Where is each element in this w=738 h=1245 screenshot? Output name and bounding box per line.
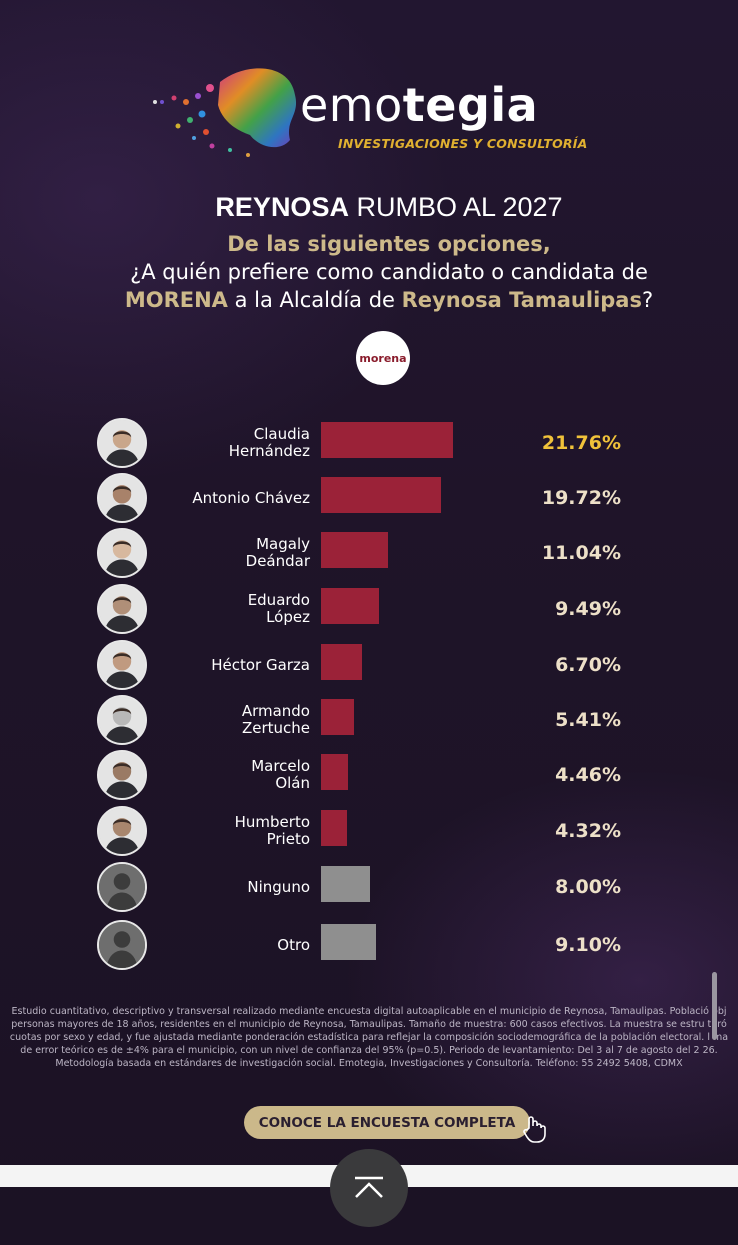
- brand-tagline: INVESTIGACIONES Y CONSULTORÍA: [338, 136, 588, 151]
- bar: [321, 754, 349, 790]
- bar-label: Magaly Deándar: [245, 535, 310, 570]
- candidate-photo: [97, 750, 147, 800]
- bar-label: Otro: [277, 935, 310, 954]
- candidate-photo: [97, 473, 147, 523]
- bar-label: Armando Zertuche: [241, 702, 310, 737]
- data-label: 6.70%: [555, 654, 621, 676]
- chart-row: Claudia Hernández 21.76%: [0, 418, 738, 468]
- bar: [321, 588, 379, 624]
- methodology-footnote: Estudio cuantitativo, descriptivo y tran…: [0, 1005, 738, 1070]
- candidate-photo: [97, 640, 147, 690]
- candidate-photo: [97, 806, 147, 856]
- morena-party-badge: morena: [356, 331, 410, 385]
- data-label: 11.04%: [541, 542, 621, 564]
- placeholder-avatar-icon: [97, 920, 147, 970]
- chevron-up-icon: [355, 1176, 383, 1198]
- footnote-line-4: de error teórico es de ±4% para el munic…: [20, 1045, 718, 1056]
- emotegia-logo: [153, 68, 297, 157]
- data-label: 21.76%: [541, 432, 621, 454]
- question-line-3: MORENA a la Alcaldía de Reynosa Tamaulip…: [124, 288, 654, 312]
- bar: [321, 699, 354, 735]
- bar: [321, 477, 441, 513]
- bar: [321, 644, 362, 680]
- chart-row: Marcelo Olán 4.46%: [0, 750, 738, 800]
- footnote-line-1: Estudio cuantitativo, descriptivo y tran…: [11, 1006, 727, 1017]
- candidate-photo: [97, 418, 147, 468]
- question-line-1: De las siguientes opciones,: [227, 232, 551, 256]
- bar: [321, 422, 454, 458]
- candidate-photo: [97, 584, 147, 634]
- scroll-to-top-button[interactable]: [330, 1149, 408, 1227]
- bar-label: Antonio Chávez: [192, 488, 310, 507]
- footnote-line-3: cuotas por sexo y edad, y fue ajustada m…: [9, 1032, 729, 1043]
- footnote-line-5: Metodología basada en estándares de inve…: [55, 1058, 683, 1069]
- bar: [321, 532, 389, 568]
- bar-label: Ninguno: [247, 877, 310, 896]
- bar: [321, 866, 370, 902]
- data-label: 4.32%: [555, 820, 621, 842]
- bar-label: Humberto Prieto: [234, 813, 310, 848]
- chart-row: Humberto Prieto 4.32%: [0, 806, 738, 856]
- data-label: 9.49%: [555, 598, 621, 620]
- question-line-2: ¿A quién prefiere como candidato o candi…: [130, 260, 648, 284]
- chart-row: Otro 9.10%: [0, 920, 738, 970]
- candidate-photo: [97, 695, 147, 745]
- survey-question: De las siguientes opciones, ¿A quién pre…: [40, 230, 738, 314]
- chart-row: Eduardo López 9.49%: [0, 584, 738, 634]
- bar: [321, 924, 377, 960]
- data-label: 9.10%: [555, 934, 621, 956]
- page-title: REYNOSA RUMBO AL 2027: [215, 192, 563, 222]
- candidate-photo: [97, 528, 147, 578]
- bar-label: Eduardo López: [247, 591, 310, 626]
- data-label: 8.00%: [555, 876, 621, 898]
- bar: [321, 810, 348, 846]
- full-survey-button[interactable]: CONOCE LA ENCUESTA COMPLETA: [244, 1106, 530, 1139]
- bar-label: Claudia Hernández: [228, 425, 310, 460]
- bar-label: Héctor Garza: [211, 655, 310, 674]
- placeholder-avatar-icon: [97, 862, 147, 912]
- pointer-hand-icon: [523, 1116, 546, 1143]
- data-label: 4.46%: [555, 764, 621, 786]
- chart-row: Magaly Deándar 11.04%: [0, 528, 738, 578]
- scrollbar-thumb[interactable]: [712, 972, 717, 1040]
- chart-row: Antonio Chávez 19.72%: [0, 473, 738, 523]
- chart-row: Ninguno 8.00%: [0, 862, 738, 912]
- data-label: 19.72%: [541, 487, 621, 509]
- chart-row: Héctor Garza 6.70%: [0, 640, 738, 690]
- chart-row: Armando Zertuche 5.41%: [0, 695, 738, 745]
- brand-name: emotegia: [300, 78, 539, 132]
- footnote-line-2: personas mayores de 18 años, residentes …: [11, 1019, 727, 1030]
- data-label: 5.41%: [555, 709, 621, 731]
- bar-label: Marcelo Olán: [251, 757, 310, 792]
